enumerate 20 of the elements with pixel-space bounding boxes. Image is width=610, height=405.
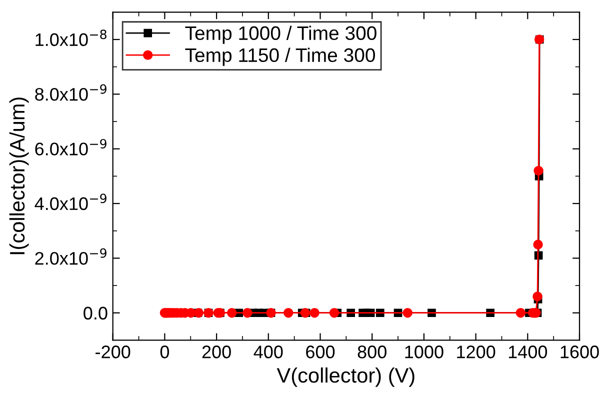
legend-label: Temp 1000 / Time 300 [185, 26, 376, 44]
x-tick-label: 0 [160, 346, 170, 358]
x-tick-label: -200 [96, 346, 130, 358]
x-tick-label: 400 [254, 346, 283, 358]
y-tick-label: 4.0x10$^{−9}$ [34, 194, 106, 210]
x-tick-label: 200 [202, 346, 231, 358]
x-tick-label: 800 [358, 346, 386, 358]
x-tick-label: 1400 [508, 346, 548, 358]
y-tick-label: 8.0x10$^{−9}$ [35, 84, 106, 101]
y-tick-label: 6.0x10$^{−9}$ [35, 138, 106, 156]
y-tick-label: 2.0x10$^{−9}$ [35, 248, 106, 265]
legend-label: Temp 1150 / Time 300 [185, 48, 375, 66]
y-axis-title: I(collector)(A/um) [9, 98, 29, 254]
x-tick-label: 1200 [457, 346, 496, 358]
x-tick-label: 1600 [560, 346, 599, 358]
x-axis-title: V(collector) (V) [276, 367, 414, 387]
y-tick-label: 0.0 [84, 306, 108, 320]
y-tick-label: 1.0x10$^{−8}$ [36, 30, 106, 46]
x-tick-label: 1000 [405, 346, 444, 358]
x-tick-label: 600 [306, 346, 335, 358]
